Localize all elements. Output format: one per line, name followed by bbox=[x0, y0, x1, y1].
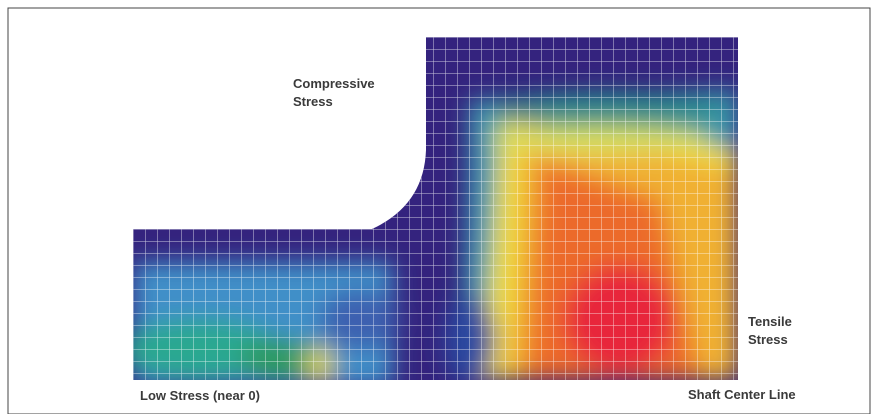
annotation-text: Stress bbox=[293, 94, 333, 109]
annotation-text: Low Stress (near 0) bbox=[140, 388, 260, 403]
stress-contour bbox=[120, 37, 738, 387]
figure: Compressive Stress Low Stress (near 0) T… bbox=[0, 0, 878, 414]
annotation-text: Compressive bbox=[293, 76, 375, 91]
annotation-text: Stress bbox=[748, 332, 788, 347]
page: Compressive Stress Low Stress (near 0) T… bbox=[0, 0, 878, 414]
annotation-text: Shaft Center Line bbox=[688, 387, 796, 402]
annotation-text: Tensile bbox=[748, 314, 792, 329]
